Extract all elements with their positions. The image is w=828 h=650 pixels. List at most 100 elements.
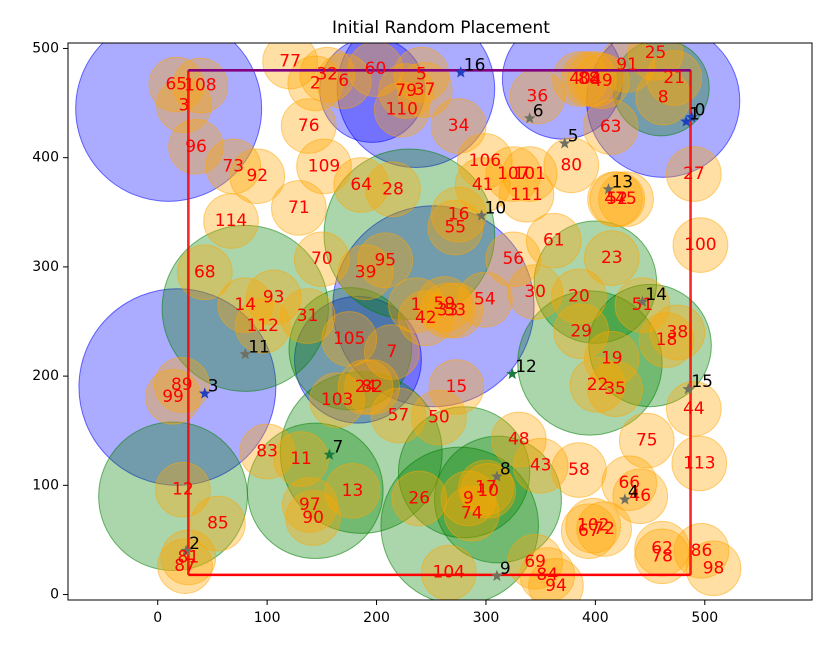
anchor-label-6: 6	[533, 101, 544, 121]
anchor-star-11	[239, 348, 252, 360]
circle-label-71: 71	[288, 198, 310, 218]
orange-circle-104	[420, 544, 477, 600]
orange-circle-32	[299, 46, 356, 103]
anchor-label-7: 7	[332, 438, 343, 458]
orange-circle-29	[553, 303, 609, 360]
circle-label-59: 59	[434, 294, 456, 314]
orange-circle-27	[665, 146, 722, 202]
circle-label-32: 32	[316, 65, 338, 85]
circle-label-89: 89	[171, 375, 193, 395]
orange-circle-71	[271, 180, 327, 236]
circle-label-103: 103	[321, 390, 353, 410]
circle-label-38: 38	[667, 322, 689, 342]
orange-circle-93	[245, 269, 302, 326]
orange-circle-33	[419, 282, 476, 339]
circle-label-78: 78	[651, 546, 673, 566]
circle-label-70: 70	[311, 249, 333, 269]
anchor-star-12	[506, 367, 519, 379]
x-tick-label-500: 500	[691, 610, 718, 626]
circle-label-45: 45	[615, 189, 637, 209]
circle-label-109: 109	[308, 156, 340, 176]
circle-label-15: 15	[446, 377, 468, 397]
circle-label-101: 101	[513, 164, 545, 184]
circle-label-2: 2	[310, 73, 321, 93]
circle-label-61: 61	[543, 231, 565, 251]
circle-label-31: 31	[297, 306, 319, 326]
orange-circle-17	[458, 459, 514, 516]
circle-label-37: 37	[414, 80, 436, 100]
circle-label-54: 54	[474, 290, 496, 310]
circle-label-20: 20	[568, 286, 590, 306]
orange-circle-28	[365, 161, 421, 218]
circle-label-57: 57	[388, 405, 410, 425]
circle-label-110: 110	[385, 100, 417, 120]
anchor-star-14	[636, 295, 649, 307]
anchor-star-1	[680, 115, 693, 127]
anchor-label-14: 14	[645, 285, 667, 305]
x-tick-label-0: 0	[153, 610, 162, 626]
orange-circle-76	[280, 98, 337, 154]
orange-circle-64	[333, 157, 390, 213]
circle-label-106: 106	[469, 151, 501, 171]
circle-label-14: 14	[234, 295, 256, 315]
circle-label-51: 51	[632, 295, 654, 315]
y-axis: 0 100 200 300 400 500	[32, 40, 68, 603]
circle-label-8: 8	[658, 88, 669, 108]
orange-circle-57	[370, 387, 427, 444]
circle-label-52: 52	[606, 189, 628, 209]
orange-circle-68	[176, 244, 233, 301]
orange-circle-112	[234, 298, 291, 354]
orange-circle-88	[560, 51, 617, 107]
orange-circle-80	[543, 137, 600, 194]
circle-label-47: 47	[604, 189, 626, 209]
orange-circle-24	[337, 359, 394, 415]
anchor-label-1: 1	[689, 105, 700, 125]
circle-label-107: 107	[497, 164, 529, 184]
circle-label-63: 63	[600, 117, 622, 137]
y-tick-label-400: 400	[32, 150, 59, 166]
circle-label-35: 35	[604, 379, 626, 399]
orange-circle-18	[638, 312, 695, 368]
circle-label-84: 84	[536, 565, 558, 585]
orange-circle-22	[569, 357, 626, 413]
orange-circle-48	[490, 411, 547, 468]
anchor-star-8	[491, 470, 503, 482]
orange-circle-26	[391, 470, 448, 527]
blue-circle-5	[78, 288, 277, 486]
circle-label-13: 13	[342, 481, 364, 501]
orange-circle-67	[560, 503, 617, 559]
anchor-star-2	[180, 544, 193, 556]
anchor-label-0: 0	[695, 100, 706, 120]
circle-label-53: 53	[444, 301, 466, 321]
circle-label-9: 9	[463, 488, 474, 508]
anchor-label-16: 16	[464, 55, 486, 75]
circle-label-77: 77	[279, 52, 301, 72]
anchor-star-13	[602, 183, 615, 195]
anchor-label-10: 10	[485, 199, 507, 219]
y-tick-label-100: 100	[32, 477, 59, 493]
orange-circle-87	[157, 538, 213, 594]
anchor-points	[180, 66, 698, 581]
orange-circle-91	[599, 43, 655, 93]
anchor-star-9	[491, 569, 503, 581]
circle-label-12: 12	[172, 480, 194, 500]
orange-circle-97	[281, 477, 338, 533]
circle-label-46: 46	[629, 486, 651, 506]
circle-label-23: 23	[601, 248, 623, 268]
circle-label-24: 24	[355, 377, 377, 397]
circle-label-112: 112	[247, 316, 279, 336]
circle-label-50: 50	[428, 408, 450, 428]
orange-circle-75	[618, 412, 675, 469]
anchor-star-4	[619, 493, 631, 505]
circle-label-64: 64	[350, 175, 372, 195]
circle-label-56: 56	[502, 249, 524, 269]
blue-circle-1	[336, 43, 496, 168]
circle-label-80: 80	[560, 155, 582, 175]
circle-label-17: 17	[475, 478, 497, 498]
orange-circle-99	[145, 369, 201, 425]
green-circle-5	[323, 148, 496, 320]
orange-circle-5	[393, 46, 450, 103]
orange-circle-58	[551, 442, 607, 498]
circle-label-94: 94	[545, 576, 567, 596]
circle-label-7: 7	[386, 342, 397, 362]
